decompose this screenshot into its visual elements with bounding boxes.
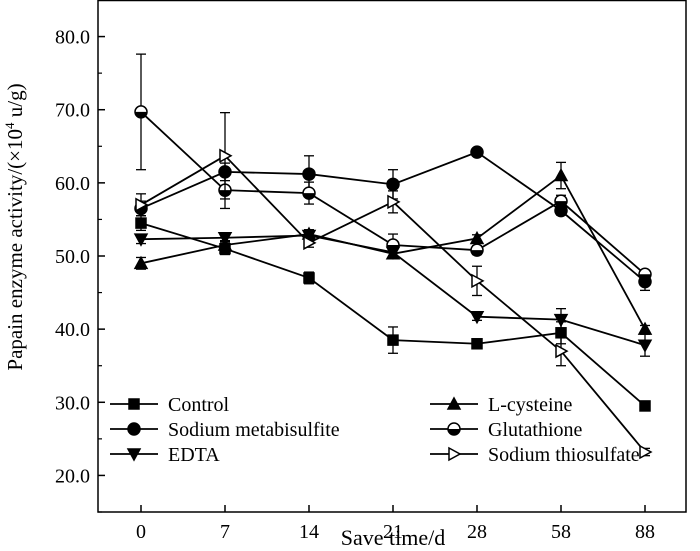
- data-point: [302, 186, 316, 200]
- data-point: [217, 237, 233, 251]
- data-point: [469, 230, 485, 245]
- series-1: [134, 145, 652, 292]
- y-tick-label: 30.0: [55, 392, 90, 414]
- data-point: [471, 273, 485, 289]
- legend-item-1: Sodium metabisulfite: [110, 419, 340, 441]
- data-point: [387, 334, 399, 346]
- data-point-fill: [555, 201, 567, 208]
- data-point: [638, 267, 652, 282]
- data-point: [470, 243, 484, 257]
- data-point-fill: [387, 245, 399, 252]
- x-tick-label: 28: [467, 521, 487, 543]
- data-point: [639, 444, 653, 460]
- data-point-fill: [135, 111, 147, 118]
- data-point: [637, 339, 653, 353]
- data-point: [555, 343, 569, 359]
- y-tick-label: 50.0: [55, 246, 90, 268]
- data-point: [386, 177, 400, 192]
- x-tick-label: 58: [551, 521, 571, 543]
- legend-marker: [128, 398, 140, 410]
- data-point-fill: [639, 274, 651, 281]
- data-point-fill: [471, 250, 483, 257]
- series-5: [135, 111, 653, 460]
- data-point: [387, 194, 401, 210]
- data-point: [219, 148, 233, 164]
- series-4: [134, 53, 652, 282]
- series-layer: [133, 53, 653, 460]
- data-point: [469, 310, 485, 325]
- data-point: [554, 194, 568, 208]
- legend: Control Sodium metabisulfite EDTA L-cystein…: [110, 394, 640, 466]
- x-tick-label: 0: [136, 521, 146, 543]
- x-tick-label: 88: [635, 521, 655, 543]
- x-tick-label: 21: [383, 521, 403, 543]
- legend-marker: [127, 422, 141, 436]
- y-tick-label: 60.0: [55, 173, 90, 195]
- legend-label: Control: [168, 394, 230, 416]
- legend-marker: [448, 446, 462, 462]
- y-axis-label: Papain enzyme activity/(×104 u/g): [2, 83, 27, 370]
- x-axis-label: Save time/d: [341, 525, 445, 550]
- legend-item-4: Glutathione: [430, 419, 583, 441]
- y-tick-label: 70.0: [55, 100, 90, 122]
- legend-item-0: Control: [110, 394, 230, 416]
- data-point: [553, 313, 569, 328]
- data-point: [135, 197, 149, 213]
- y-tick-label: 80.0: [55, 27, 90, 49]
- legend-label: L-cysteine: [488, 394, 573, 416]
- data-point: [303, 235, 317, 251]
- x-tick-label: 14: [299, 521, 319, 543]
- data-point: [471, 338, 483, 350]
- data-point: [470, 145, 484, 159]
- data-point: [553, 167, 569, 182]
- data-point: [303, 272, 315, 284]
- legend-marker: [447, 422, 461, 436]
- data-point: [637, 321, 653, 335]
- legend-marker: [126, 448, 142, 462]
- data-point-fill: [303, 193, 315, 200]
- legend-item-3: L-cysteine: [430, 394, 573, 416]
- data-point: [386, 238, 400, 252]
- legend-marker: [446, 396, 462, 410]
- legend-item-5: Sodium thiosulfate: [430, 444, 640, 466]
- y-tick-label: 20.0: [55, 465, 90, 487]
- y-tick-label: 40.0: [55, 319, 90, 341]
- legend-label: Glutathione: [488, 419, 583, 441]
- x-tick-label: 7: [220, 521, 230, 543]
- data-point: [133, 233, 149, 247]
- data-point: [135, 217, 147, 229]
- data-point: [639, 400, 651, 412]
- legend-item-2: EDTA: [110, 444, 220, 466]
- legend-label: Sodium metabisulfite: [168, 419, 340, 441]
- legend-marker-fill: [448, 429, 460, 435]
- data-point: [133, 255, 149, 270]
- legend-label: EDTA: [168, 444, 220, 466]
- data-point: [302, 167, 316, 181]
- legend-label: Sodium thiosulfate: [488, 444, 640, 466]
- data-point: [134, 105, 148, 119]
- axes: 20.0 30.0 40.0 50.0 60.0 70.0 80.0 0 7 14 21 28 58 88: [55, 0, 687, 543]
